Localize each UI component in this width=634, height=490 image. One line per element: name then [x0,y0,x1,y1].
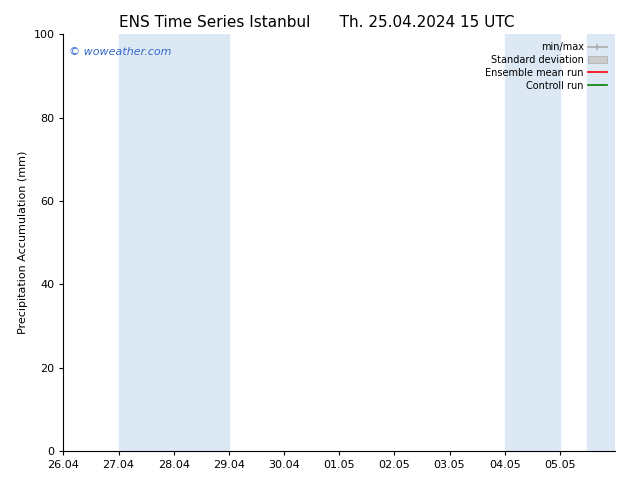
Bar [588,34,615,451]
Text: © woweather.com: © woweather.com [69,47,171,57]
Bar [119,34,229,451]
Bar [505,34,560,451]
Y-axis label: Precipitation Accumulation (mm): Precipitation Accumulation (mm) [18,151,28,334]
Text: ENS Time Series Istanbul      Th. 25.04.2024 15 UTC: ENS Time Series Istanbul Th. 25.04.2024 … [119,15,515,30]
Legend: min/max, Standard deviation, Ensemble mean run, Controll run: min/max, Standard deviation, Ensemble me… [482,39,610,94]
